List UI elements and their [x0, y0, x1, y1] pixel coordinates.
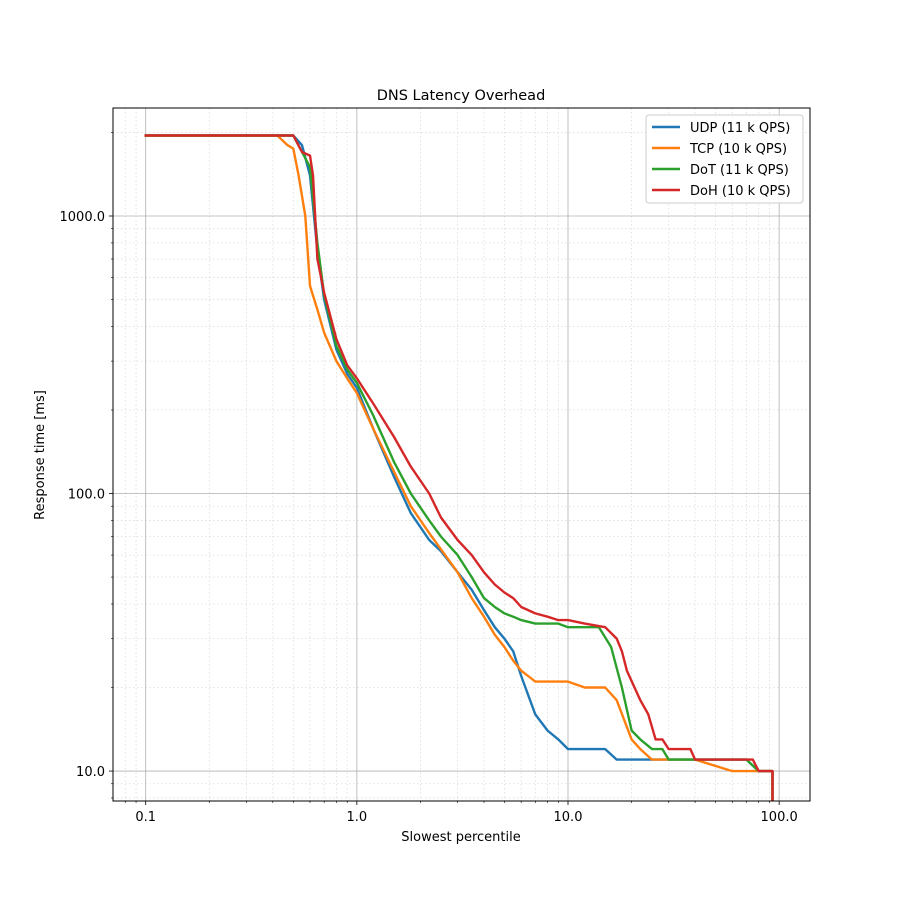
series-layer — [144, 134, 774, 801]
plot-frame — [112, 107, 811, 802]
legend-box — [645, 114, 804, 204]
x-tick-label: 0.1 — [135, 810, 156, 825]
legend: UDP (11 k QPS) TCP (10 k QPS) DoT (11 k QP… — [645, 114, 804, 204]
x-tick-label: 100.0 — [761, 810, 798, 825]
y-tick-label: 100.0 — [68, 488, 105, 503]
x-tick-label: 10.0 — [554, 810, 583, 825]
legend-label: UDP (11 k QPS) — [690, 121, 790, 136]
legend-label: DoT (11 k QPS) — [690, 163, 789, 178]
chart-title: DNS Latency Overhead — [377, 88, 546, 104]
y-tick-label: 10.0 — [76, 765, 105, 780]
y-tick-label: 1000.0 — [60, 210, 106, 225]
x-axis-label: Slowest percentile — [401, 830, 520, 845]
legend-label: DoH (10 k QPS) — [690, 184, 791, 199]
series-line-2 — [144, 134, 774, 801]
series-line-3 — [144, 134, 774, 801]
series-line-1 — [144, 134, 774, 801]
y-axis-label: Response time [ms] — [33, 390, 48, 520]
legend-label: TCP (10 k QPS) — [689, 142, 787, 157]
minor-grid — [113, 108, 810, 801]
x-tick-label: 1.0 — [347, 810, 368, 825]
axis-ticks: 0.1 1.0 10.0 100.0 10.0 100.0 1000.0 — [60, 132, 798, 825]
major-grid — [113, 108, 810, 801]
